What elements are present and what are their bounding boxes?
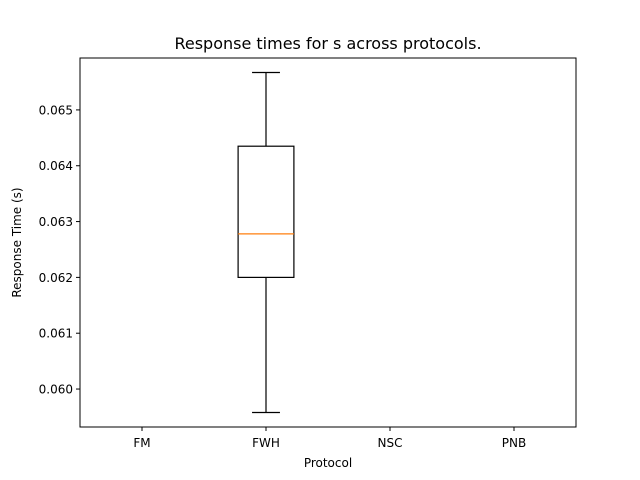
x-tick-label: PNB <box>502 436 526 450</box>
y-tick-label: 0.061 <box>39 327 73 341</box>
x-tick-label: NSC <box>378 436 403 450</box>
y-tick-label: 0.063 <box>39 215 73 229</box>
chart-title: Response times for s across protocols. <box>174 34 481 53</box>
x-axis-label: Protocol <box>304 456 352 470</box>
x-tick-label: FM <box>133 436 150 450</box>
y-tick-label: 0.060 <box>39 383 73 397</box>
box-iqr <box>237 145 295 278</box>
plot-area: 0.060 0.061 0.062 0.063 0.064 0.065 FM FWH NSC PN… <box>39 71 526 450</box>
y-tick-label: 0.065 <box>39 103 73 117</box>
x-tick-label: FWH <box>252 436 280 450</box>
y-axis-label: Response Time (s) <box>10 187 24 297</box>
y-tick-label: 0.064 <box>39 159 73 173</box>
axes-frame <box>79 57 577 428</box>
y-tick-label: 0.062 <box>39 271 73 285</box>
